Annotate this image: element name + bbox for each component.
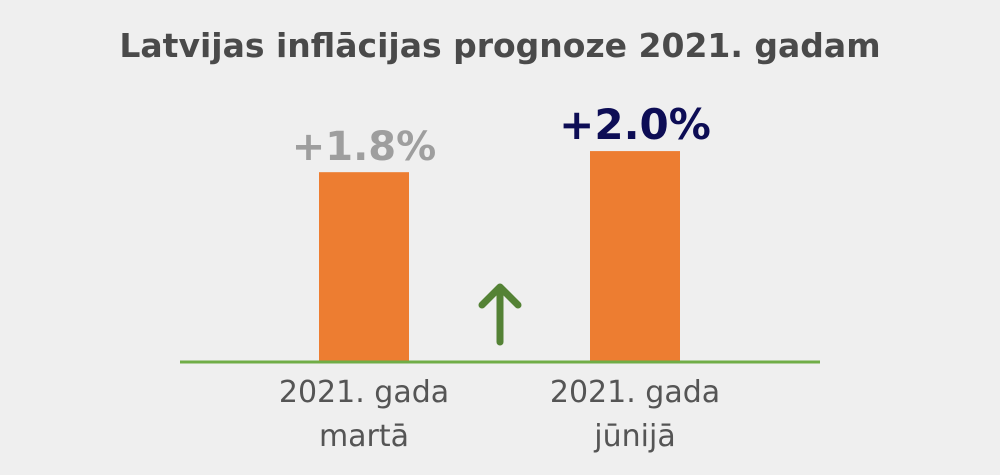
category-label-1-line-0: 2021. gada	[550, 375, 720, 410]
bar-0	[319, 172, 409, 362]
up-arrow-head	[478, 283, 522, 309]
category-label-1-line-1: jūnijā	[593, 419, 675, 454]
category-label-0-line-0: 2021. gada	[279, 375, 449, 410]
data-label-0: +1.8%	[292, 124, 436, 170]
chart-title: Latvijas inflācijas prognoze 2021. gadam	[119, 26, 881, 65]
bar-1	[590, 151, 680, 362]
up-arrow-icon	[478, 283, 522, 346]
data-label-1: +2.0%	[559, 100, 711, 149]
bars-layer	[319, 151, 680, 362]
category-label-0-line-1: martā	[319, 419, 409, 454]
category-labels: 2021. gada martā 2021. gada jūnijā	[279, 375, 720, 454]
labels-layer: +1.8% +2.0%	[292, 100, 711, 170]
